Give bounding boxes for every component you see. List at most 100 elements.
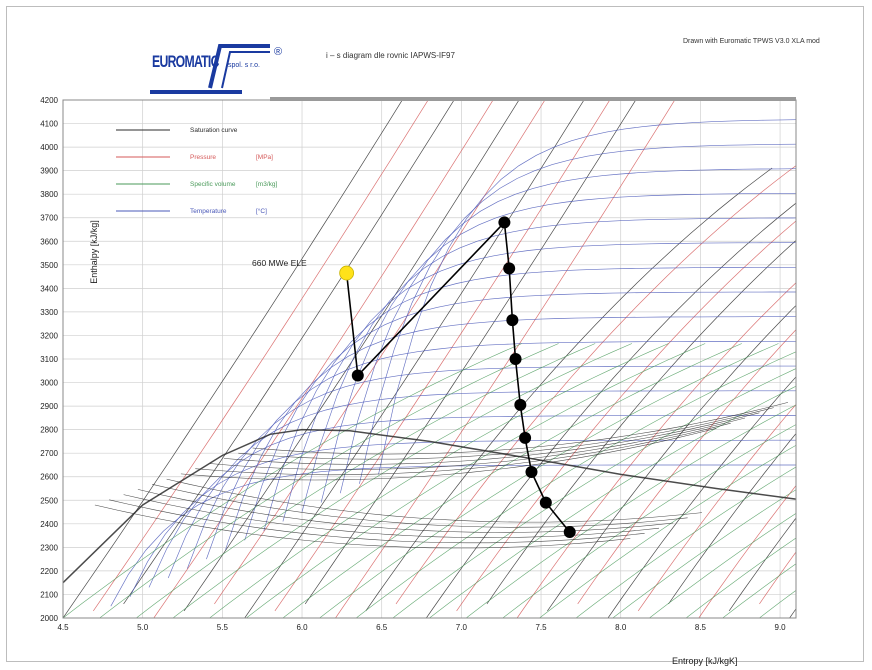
- isochore-line: [429, 385, 796, 618]
- data-point: [539, 496, 552, 509]
- credit-text: Drawn with Euromatic TPWS V3.0 XLA mod: [683, 38, 820, 45]
- quality-line: [209, 417, 746, 470]
- isochore-line: [539, 444, 796, 618]
- isochore-line: [722, 563, 796, 618]
- saturation-curve: [63, 428, 796, 584]
- isobar-line: [426, 202, 796, 618]
- logo-text: EUROMATIC: [152, 52, 219, 71]
- quality-line: [152, 484, 688, 528]
- isochore-line: [502, 424, 796, 618]
- logo-subtext: spol. s r.o.: [228, 62, 260, 69]
- isotherm-line: [359, 143, 796, 484]
- logo-registered-mark: ®: [274, 46, 283, 58]
- y-tick-label: 3700: [40, 214, 58, 223]
- isochore-line: [612, 489, 796, 618]
- isobar-line: [304, 100, 637, 605]
- data-point: [503, 262, 516, 275]
- isobar-line: [123, 100, 455, 605]
- x-tick-label: 7.0: [456, 623, 468, 632]
- data-point: [509, 353, 522, 365]
- y-tick-label: 2700: [40, 449, 58, 458]
- y-tick-label: 3200: [40, 331, 58, 340]
- isotherm-line: [263, 266, 796, 531]
- isochore-line: [63, 343, 523, 618]
- legend-entry-label: Pressure: [190, 154, 216, 161]
- isochore-line: [319, 343, 779, 618]
- quality-line: [109, 499, 645, 544]
- x-tick-label: 7.5: [535, 623, 547, 632]
- isotherm-line: [206, 341, 796, 560]
- isotherm-line: [301, 217, 796, 513]
- legend-entry-unit: [°C]: [256, 207, 267, 215]
- annotation-660mwe: 660 MWe ELE: [252, 258, 307, 268]
- isobar-line: [63, 100, 403, 618]
- isochore-line: [466, 404, 796, 618]
- isochore-line: [356, 351, 796, 618]
- euromatic-logo: EUROMATIC spol. s r.o. ®: [148, 38, 290, 98]
- legend-entry-label: Temperature: [190, 208, 227, 215]
- isotherm-line: [282, 242, 796, 522]
- y-tick-label: 4000: [40, 143, 58, 152]
- isobar-line: [698, 485, 796, 618]
- isobar-line: [607, 376, 796, 618]
- data-point: [519, 431, 532, 444]
- y-tick-label: 4200: [40, 96, 58, 105]
- chart-subtitle: i – s diagram dle rovnic IAPWS-IF97: [326, 51, 455, 60]
- y-tick-label: 2800: [40, 426, 58, 435]
- chart-grid: [62, 99, 796, 619]
- isochore-line: [649, 512, 796, 618]
- x-tick-label: 9.0: [775, 623, 787, 632]
- y-axis-label: Enthalpy [kJ/kg]: [89, 220, 99, 284]
- isobar-line: [577, 329, 796, 605]
- quality-line: [166, 478, 703, 523]
- data-point: [563, 526, 576, 539]
- quality-line: [180, 428, 717, 481]
- x-axis-label: Entropy [kJ/kgK]: [672, 656, 738, 666]
- isobar-line: [274, 100, 611, 612]
- isochore-line: [575, 466, 796, 618]
- y-tick-label: 2200: [40, 567, 58, 576]
- y-tick-label: 2400: [40, 520, 58, 529]
- quality-line: [195, 422, 731, 476]
- isobar-line: [153, 100, 494, 618]
- y-tick-label: 3300: [40, 308, 58, 317]
- chart-legend: Saturation curve Pressure [MPa] Specific vo…: [116, 127, 278, 215]
- isotherm-line: [110, 464, 796, 607]
- y-tick-label: 3800: [40, 190, 58, 199]
- isobar-line: [789, 608, 796, 618]
- x-tick-label: 6.0: [296, 623, 308, 632]
- isochore-line: [282, 343, 742, 618]
- logo-graphic: [150, 44, 270, 94]
- y-tick-label: 2900: [40, 402, 58, 411]
- x-tick-label: 5.0: [137, 623, 149, 632]
- data-point: [525, 466, 538, 479]
- isochore-line: [685, 537, 796, 618]
- y-tick-label: 2300: [40, 543, 58, 552]
- highlight-point: [339, 265, 355, 281]
- property-isolines: [63, 100, 796, 618]
- isochore-line: [136, 343, 596, 618]
- legend-entry-label: Saturation curve: [190, 127, 238, 134]
- isobar-line: [516, 282, 796, 618]
- isobar-line: [395, 165, 796, 605]
- y-tick-label: 2600: [40, 473, 58, 482]
- isotherm-line: [244, 291, 796, 541]
- x-tick-label: 4.5: [57, 623, 69, 632]
- isochore-line: [246, 343, 706, 618]
- isobar-line: [486, 239, 796, 605]
- y-tick-label: 2100: [40, 590, 58, 599]
- isobar-line: [668, 433, 796, 605]
- isochore-line: [759, 590, 796, 618]
- data-point: [514, 398, 527, 411]
- legend-entry-unit: [MPa]: [256, 154, 273, 161]
- isobar-line: [456, 220, 796, 612]
- y-tick-label: 4100: [40, 120, 58, 129]
- isotherm-line: [378, 119, 796, 475]
- isobar-line: [183, 100, 520, 612]
- isobar-line: [244, 100, 585, 618]
- isobar-line: [637, 403, 796, 612]
- isobar-line: [365, 167, 773, 612]
- isotherm-line: [225, 316, 796, 550]
- isobar-line: [547, 304, 796, 612]
